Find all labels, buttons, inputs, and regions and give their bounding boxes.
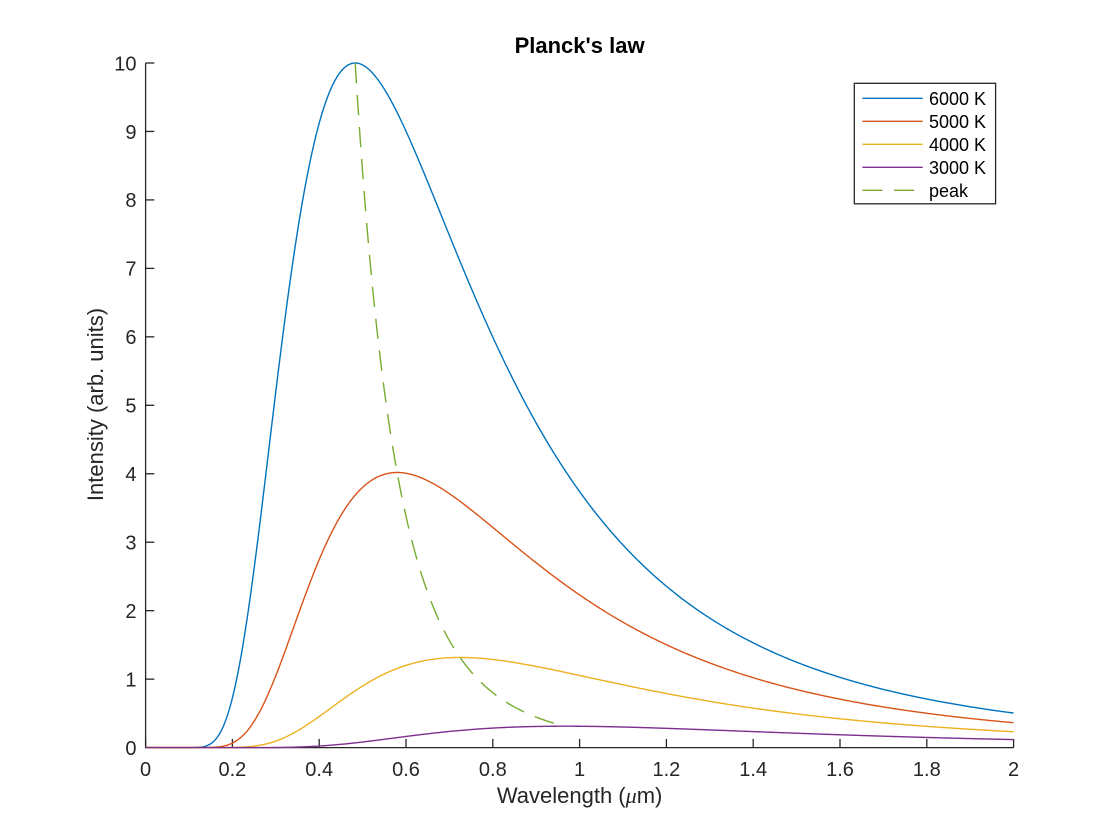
svg-text:5000 K: 5000 K	[929, 112, 986, 132]
svg-text:5: 5	[125, 396, 136, 418]
svg-text:Planck's law: Planck's law	[515, 33, 646, 58]
svg-text:1: 1	[574, 759, 585, 781]
svg-text:1.8: 1.8	[913, 759, 941, 781]
svg-text:0.4: 0.4	[305, 759, 333, 781]
svg-text:0.2: 0.2	[218, 759, 246, 781]
svg-text:0.6: 0.6	[392, 759, 420, 781]
svg-text:8: 8	[125, 190, 136, 212]
svg-text:2: 2	[1008, 759, 1019, 781]
svg-text:0: 0	[140, 759, 151, 781]
svg-text:6: 6	[125, 327, 136, 349]
svg-text:1.2: 1.2	[652, 759, 680, 781]
svg-text:peak: peak	[929, 181, 969, 201]
svg-text:0: 0	[125, 738, 136, 760]
svg-text:10: 10	[114, 53, 136, 75]
svg-text:4000 K: 4000 K	[929, 135, 986, 155]
svg-text:Wavelength (μm): Wavelength (μm)	[497, 783, 663, 808]
svg-text:3: 3	[125, 533, 136, 555]
svg-text:2: 2	[125, 601, 136, 623]
svg-text:1.4: 1.4	[739, 759, 767, 781]
svg-text:3000 K: 3000 K	[929, 158, 986, 178]
svg-text:9: 9	[125, 122, 136, 144]
svg-text:1: 1	[125, 669, 136, 691]
svg-text:6000 K: 6000 K	[929, 89, 986, 109]
svg-text:Intensity (arb. units): Intensity (arb. units)	[83, 308, 108, 501]
svg-text:7: 7	[125, 259, 136, 281]
svg-text:1.6: 1.6	[826, 759, 854, 781]
svg-text:0.8: 0.8	[479, 759, 507, 781]
svg-text:4: 4	[125, 464, 136, 486]
